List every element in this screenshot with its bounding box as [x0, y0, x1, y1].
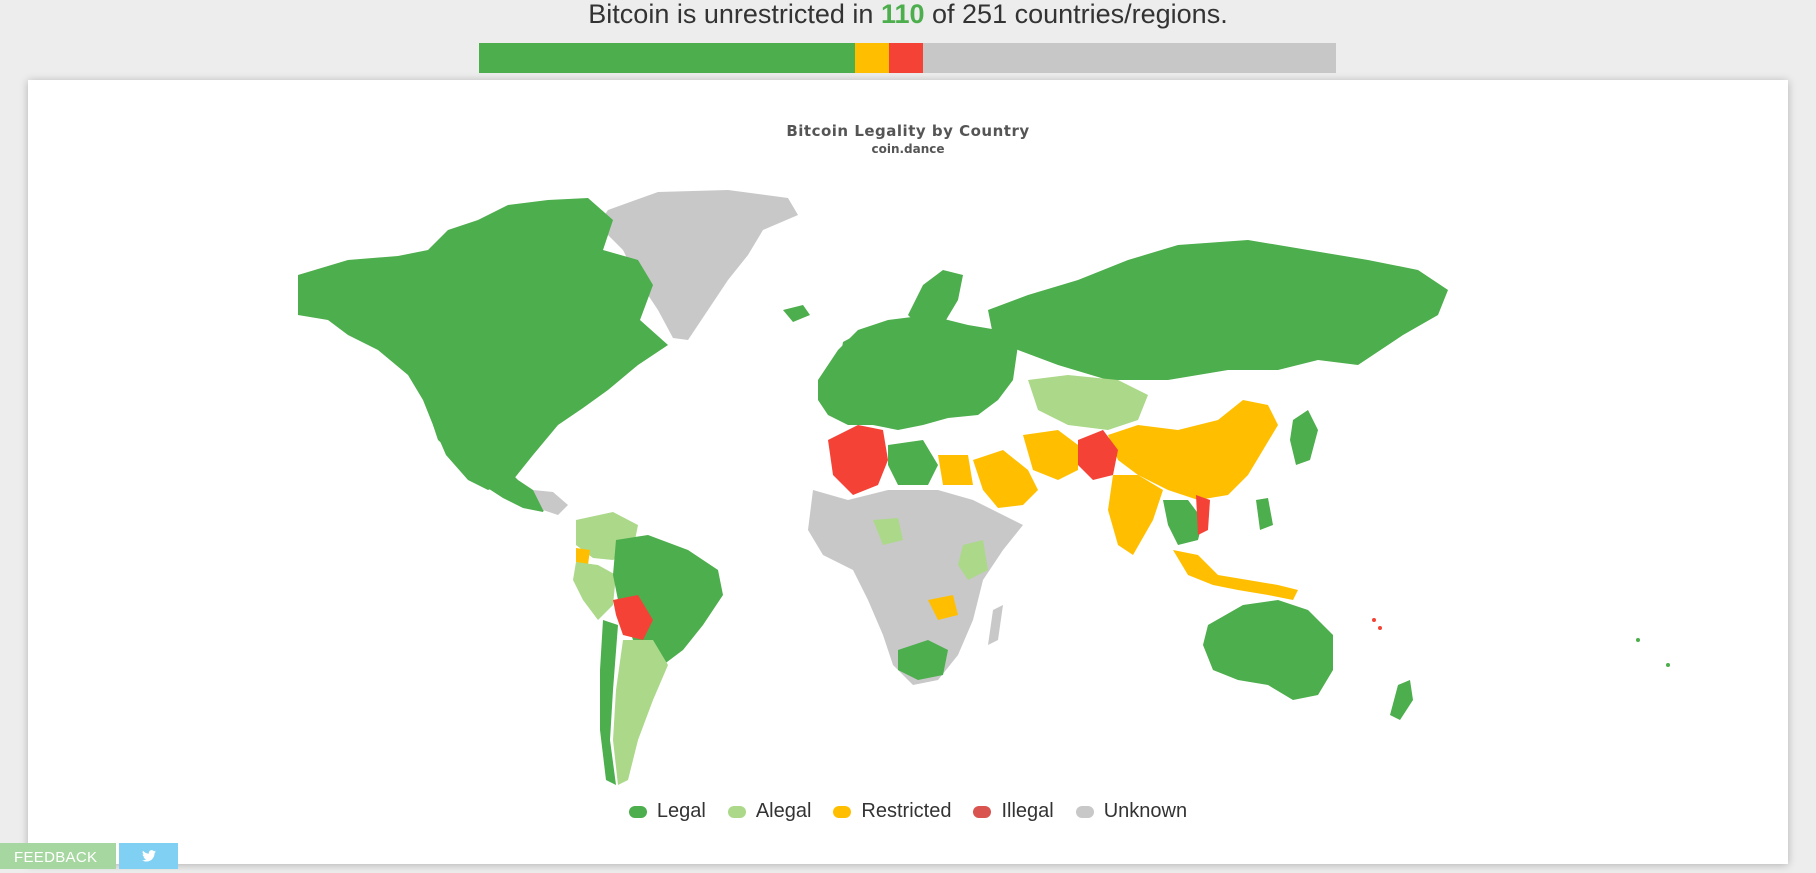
headline: Bitcoin is unrestricted in 110 of 251 co… [0, 0, 1816, 28]
legend: Legal Alegal Restricted Illegal Unknown [28, 800, 1788, 823]
legend-swatch [973, 805, 992, 818]
region-vietnam[interactable] [1196, 495, 1210, 535]
map-subtitle: coin.dance [871, 142, 945, 156]
region-east-africa[interactable] [958, 540, 988, 580]
region-argentina[interactable] [613, 640, 668, 785]
legend-swatch [833, 805, 852, 818]
status-bar-segment-illegal [888, 43, 923, 73]
legend-item-illegal[interactable]: Illegal [973, 800, 1054, 823]
headline-prefix: Bitcoin is unrestricted in [588, 0, 874, 29]
region-japan[interactable] [1290, 410, 1318, 465]
region-pacific-islands[interactable] [1378, 626, 1382, 630]
headline-suffix: of 251 countries/regions. [932, 0, 1228, 29]
region-southeast-asia[interactable] [1163, 500, 1203, 545]
unrestricted-count: 110 [880, 0, 925, 29]
region-south-africa[interactable] [898, 640, 948, 680]
region-peru[interactable] [573, 562, 616, 620]
region-saudi-arabia[interactable] [973, 450, 1038, 508]
region-afghanistan[interactable] [1078, 430, 1118, 480]
region-iran[interactable] [1023, 430, 1078, 480]
region-greenland[interactable] [598, 190, 798, 340]
region-libya[interactable] [888, 440, 938, 485]
status-bar-segment-unknown [922, 43, 1336, 73]
region-australia[interactable] [1203, 600, 1333, 700]
region-egypt[interactable] [938, 455, 973, 485]
legend-item-alegal[interactable]: Alegal [727, 800, 812, 823]
region-madagascar[interactable] [988, 605, 1003, 645]
region-philippines[interactable] [1256, 498, 1273, 530]
map-title: Bitcoin Legality by Country [786, 122, 1030, 140]
region-pacific-islands[interactable] [1636, 638, 1640, 642]
region-algeria[interactable] [828, 425, 888, 495]
region-chile[interactable] [600, 620, 618, 785]
legend-item-legal[interactable]: Legal [628, 800, 706, 823]
legend-label: Unknown [1103, 800, 1188, 822]
region-north-america[interactable] [298, 198, 668, 490]
region-uk[interactable] [840, 335, 860, 368]
legend-label: Illegal [1001, 800, 1054, 822]
legend-swatch [628, 805, 647, 818]
region-bolivia[interactable] [613, 595, 653, 640]
status-bar-segment-restricted [854, 43, 889, 73]
legend-label: Alegal [755, 800, 812, 822]
world-map [298, 190, 1670, 785]
region-pacific-islands[interactable] [1666, 663, 1670, 667]
legend-swatch [1075, 805, 1094, 818]
feedback-button[interactable]: FEEDBACK [0, 843, 116, 869]
region-zambia[interactable] [928, 595, 958, 620]
twitter-button[interactable] [119, 843, 178, 869]
legend-label: Legal [656, 800, 706, 822]
legend-item-unknown[interactable]: Unknown [1075, 800, 1188, 823]
region-central-america[interactable] [533, 490, 568, 515]
region-new-zealand[interactable] [1390, 680, 1413, 720]
region-sub-saharan-africa[interactable] [808, 490, 1023, 685]
region-india[interactable] [1108, 475, 1163, 555]
status-bar [479, 43, 1336, 73]
legend-label: Restricted [861, 800, 952, 822]
region-scandinavia[interactable] [908, 270, 963, 335]
region-ecuador[interactable] [576, 548, 590, 565]
region-europe[interactable] [818, 315, 1018, 430]
region-iceland[interactable] [783, 305, 810, 322]
twitter-icon [141, 850, 156, 862]
region-indonesia[interactable] [1173, 550, 1298, 600]
region-russia[interactable] [988, 240, 1448, 380]
region-kazakhstan[interactable] [1028, 375, 1148, 430]
map-card: Bitcoin Legality by Country coin.dance [28, 80, 1788, 864]
region-mexico[interactable] [433, 425, 548, 512]
legend-swatch [727, 805, 746, 818]
region-pacific-islands[interactable] [1372, 618, 1376, 622]
status-bar-segment-legal [479, 43, 855, 73]
legend-item-restricted[interactable]: Restricted [833, 800, 951, 823]
region-china[interactable] [1108, 400, 1278, 500]
region-nigeria[interactable] [873, 518, 903, 545]
